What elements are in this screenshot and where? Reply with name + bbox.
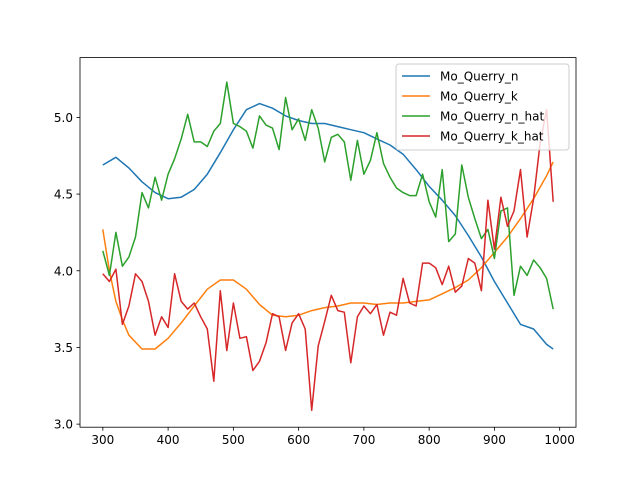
legend-label: Mo_Querry_k_hat [440, 130, 544, 144]
y-tick-label: 5.0 [54, 111, 73, 125]
x-tick-label: 500 [222, 433, 245, 447]
series-line-3 [102, 81, 554, 310]
x-tick-label: 700 [352, 433, 375, 447]
legend-box [395, 63, 570, 151]
y-axis: 3.0 3.5 4.0 4.5 5.0 [54, 111, 80, 432]
legend-label: Mo_Querry_k [440, 90, 518, 104]
x-tick-label: 300 [91, 433, 114, 447]
axes-frame [79, 57, 577, 428]
legend-label: Mo_Querry_n_hat [440, 110, 544, 124]
x-tick-label: 400 [157, 433, 180, 447]
series-line-4 [102, 108, 554, 412]
y-tick-label: 4.0 [54, 264, 73, 278]
y-tick-label: 3.5 [54, 341, 73, 355]
y-tick-label: 4.5 [54, 188, 73, 202]
legend-label: Mo_Querry_n [440, 70, 519, 84]
x-tick-label: 900 [483, 433, 506, 447]
x-tick-label: 1000 [544, 433, 575, 447]
legend: Mo_Querry_n Mo_Querry_k Mo_Querry_n_hat Mo_… [395, 63, 570, 151]
x-tick-label: 600 [287, 433, 310, 447]
x-axis: 300 400 500 600 700 800 900 1000 [91, 427, 575, 447]
y-tick-label: 3.0 [54, 418, 73, 432]
plot-lines [102, 81, 554, 412]
x-tick-label: 800 [418, 433, 441, 447]
series-line-2 [102, 161, 554, 350]
